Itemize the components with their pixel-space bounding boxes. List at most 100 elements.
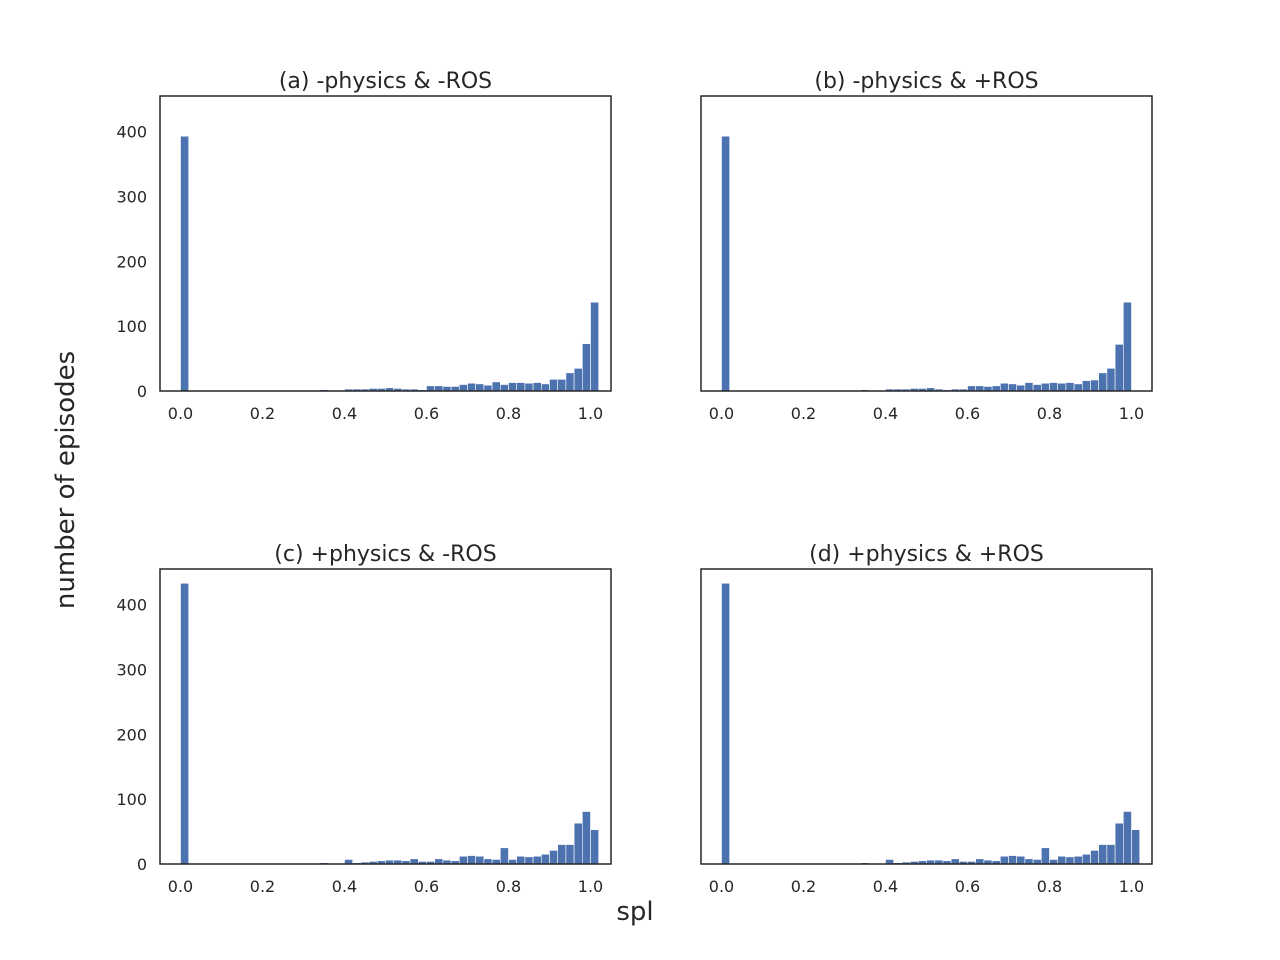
bars-a [180, 135, 599, 392]
x-tick-label: 0.8 [1037, 877, 1062, 896]
bar [499, 847, 509, 865]
y-tick-label: 200 [116, 725, 147, 744]
x-tick-label: 0.6 [414, 404, 439, 423]
bar [483, 384, 493, 392]
x-tick-label: 0.4 [873, 877, 898, 896]
y-tick-label: 0 [137, 855, 147, 874]
panel-title-d: (d) +physics & +ROS [809, 542, 1044, 567]
plot-frame-b [700, 95, 1153, 392]
x-tick-label: 0.4 [332, 404, 357, 423]
bar [999, 382, 1009, 392]
bar [590, 829, 599, 865]
panel-title-a: (a) -physics & -ROS [279, 69, 492, 94]
bar [1008, 855, 1017, 865]
bar [483, 858, 493, 865]
x-tick-label: 0.8 [496, 877, 521, 896]
bar [475, 383, 485, 392]
bar [499, 384, 509, 392]
y-tick-label: 100 [116, 317, 147, 336]
bar [549, 850, 558, 865]
x-tick-label: 0.4 [873, 404, 898, 423]
y-tick-label: 100 [116, 790, 147, 809]
bar [1016, 384, 1026, 392]
bar [1065, 856, 1075, 865]
y-tick-label: 0 [137, 382, 147, 401]
bar [1016, 855, 1026, 865]
bar [557, 844, 567, 865]
bar [1024, 858, 1034, 865]
x-tick-label: 0.0 [168, 877, 193, 896]
bar [1123, 811, 1132, 865]
bar [1049, 382, 1058, 392]
bar [475, 855, 485, 865]
bars-d [721, 582, 1140, 865]
bar [721, 582, 730, 865]
bar [565, 844, 575, 865]
bar [1041, 847, 1050, 865]
y-tick-label: 300 [116, 187, 147, 206]
bar [721, 135, 730, 392]
bars-c [180, 582, 599, 865]
y-tick-label: 400 [116, 123, 147, 142]
bar [434, 858, 444, 865]
x-tick-label: 0.0 [709, 404, 734, 423]
x-tick-label: 0.8 [1037, 404, 1062, 423]
bar [467, 382, 476, 392]
bar [1090, 850, 1099, 865]
bar [524, 856, 534, 865]
panel-title-b: (b) -physics & +ROS [814, 69, 1038, 94]
x-tick-label: 0.2 [250, 404, 275, 423]
x-axis-label: spl [616, 897, 653, 927]
bar [581, 343, 591, 392]
bar [532, 855, 542, 865]
bar [1032, 384, 1042, 392]
x-tick-label: 0.2 [791, 877, 816, 896]
bar [426, 385, 435, 392]
bar [557, 379, 567, 392]
bar [1082, 853, 1091, 865]
plot-frame-d [700, 568, 1153, 865]
x-tick-label: 0.0 [709, 877, 734, 896]
bar [524, 382, 534, 392]
x-tick-label: 0.2 [250, 877, 275, 896]
y-tick-label: 200 [116, 252, 147, 271]
x-tick-label: 1.0 [578, 877, 603, 896]
bar [975, 385, 985, 392]
y-tick-label: 400 [116, 596, 147, 615]
bar [1098, 372, 1108, 392]
bar [1106, 844, 1116, 865]
bar [458, 855, 468, 865]
panel-d: (d) +physics & +ROS 0.0 0.2 0.4 0.6 0.8 1.0 [700, 542, 1153, 896]
bar [1123, 301, 1132, 392]
bar [1114, 822, 1124, 865]
plot-frame-a [159, 95, 612, 392]
bar [1098, 844, 1108, 865]
bar [1041, 382, 1050, 392]
bar [1073, 383, 1083, 392]
bar [581, 811, 591, 865]
bar [967, 385, 976, 392]
bar [1090, 379, 1099, 392]
bar [1057, 382, 1067, 392]
bar [1106, 368, 1116, 392]
bar [467, 855, 476, 865]
bar [1008, 383, 1017, 392]
x-tick-label: 0.6 [955, 404, 980, 423]
bar [1082, 380, 1091, 392]
bar [1065, 382, 1075, 392]
bar [565, 372, 575, 392]
y-tick-label: 300 [116, 660, 147, 679]
bar [999, 855, 1009, 865]
plot-frame-c [159, 568, 612, 865]
bar [409, 858, 419, 865]
bar [1057, 855, 1067, 865]
bar [491, 381, 501, 392]
x-tick-label: 0.4 [332, 877, 357, 896]
bar [975, 858, 985, 865]
bar [458, 384, 468, 392]
bar [1024, 382, 1034, 392]
bar [1131, 829, 1140, 865]
x-tick-label: 1.0 [1119, 877, 1144, 896]
x-tick-label: 0.6 [955, 877, 980, 896]
